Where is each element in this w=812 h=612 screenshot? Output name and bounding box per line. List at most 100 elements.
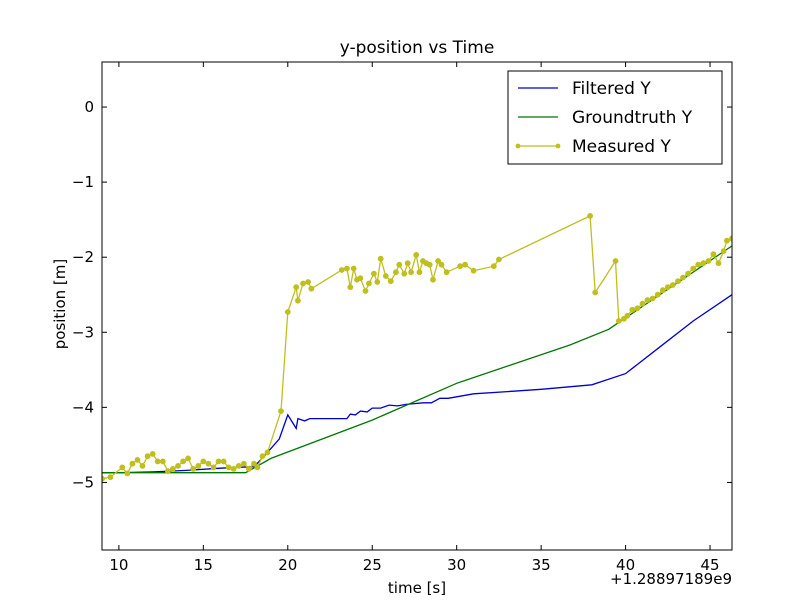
data-point bbox=[700, 260, 707, 267]
data-point bbox=[350, 265, 357, 272]
data-point bbox=[438, 261, 445, 268]
legend-marker bbox=[515, 143, 521, 149]
data-point bbox=[416, 269, 423, 276]
data-point bbox=[470, 267, 477, 274]
y-axis-label: position [m] bbox=[51, 259, 69, 350]
data-point bbox=[129, 460, 136, 467]
data-point bbox=[715, 260, 722, 267]
x-tick-label: 35 bbox=[532, 556, 551, 574]
axes-layer: 10 15 20 25 30 35 40 45 0 −1 −2 −3 −4 −5 bbox=[72, 61, 733, 574]
data-point bbox=[592, 289, 599, 296]
data-point bbox=[408, 269, 415, 276]
data-point bbox=[490, 263, 497, 270]
data-point bbox=[426, 261, 433, 268]
x-axis-label: time [s] bbox=[388, 579, 446, 597]
data-point bbox=[175, 463, 181, 469]
x-tick-label: 25 bbox=[363, 556, 382, 574]
data-point bbox=[649, 295, 656, 302]
data-point bbox=[374, 279, 381, 285]
data-point bbox=[308, 285, 315, 292]
data-point bbox=[338, 267, 345, 273]
data-point bbox=[664, 284, 671, 291]
legend-label: Groundtruth Y bbox=[572, 108, 693, 128]
data-point bbox=[724, 237, 730, 244]
data-point bbox=[293, 284, 300, 291]
data-point bbox=[382, 273, 389, 279]
data-point bbox=[612, 258, 619, 264]
legend-marker bbox=[555, 143, 561, 149]
series-1 bbox=[102, 245, 732, 474]
data-point bbox=[634, 305, 641, 312]
data-point bbox=[278, 408, 284, 415]
series-line-0 bbox=[102, 294, 732, 474]
series-0 bbox=[102, 294, 732, 474]
data-point bbox=[685, 270, 691, 277]
data-point bbox=[190, 466, 197, 472]
data-point bbox=[401, 270, 408, 277]
data-point bbox=[435, 258, 442, 264]
x-tick-label: 20 bbox=[278, 556, 297, 574]
data-point bbox=[587, 213, 593, 219]
data-point bbox=[215, 458, 222, 465]
data-point bbox=[430, 276, 436, 283]
data-point bbox=[615, 318, 622, 324]
data-point bbox=[675, 278, 681, 285]
data-point bbox=[705, 258, 712, 264]
data-point bbox=[235, 463, 242, 469]
data-point bbox=[629, 306, 636, 313]
data-point bbox=[377, 255, 384, 262]
data-point bbox=[639, 300, 646, 307]
data-point bbox=[624, 312, 631, 319]
data-point bbox=[230, 466, 237, 472]
data-point bbox=[264, 449, 271, 456]
x-offset-label: +1.28897189e9 bbox=[610, 570, 732, 588]
x-tick-label: 30 bbox=[447, 556, 466, 574]
data-point bbox=[366, 280, 372, 287]
data-point bbox=[404, 260, 411, 267]
data-point bbox=[149, 451, 156, 457]
data-point bbox=[396, 261, 403, 268]
data-point bbox=[347, 284, 354, 291]
legend: Filtered Y Groundtruth Y Measured Y bbox=[507, 70, 723, 165]
data-point bbox=[139, 463, 146, 469]
data-point bbox=[344, 265, 350, 272]
data-point bbox=[720, 248, 727, 255]
data-point bbox=[496, 256, 502, 263]
data-point bbox=[225, 464, 232, 471]
data-point bbox=[295, 297, 301, 304]
data-point bbox=[144, 453, 151, 460]
data-point bbox=[457, 263, 464, 270]
y-tick-label: −4 bbox=[72, 398, 94, 416]
data-point bbox=[659, 287, 666, 294]
data-point bbox=[462, 261, 469, 268]
data-point bbox=[220, 458, 227, 465]
data-point bbox=[413, 252, 420, 258]
data-point bbox=[300, 280, 306, 287]
data-point bbox=[670, 282, 676, 288]
data-point bbox=[284, 309, 291, 315]
data-point bbox=[644, 297, 651, 303]
y-tick-label: 0 bbox=[84, 98, 94, 116]
data-point bbox=[154, 458, 161, 465]
data-point bbox=[119, 464, 126, 471]
x-tick-label: 40 bbox=[616, 556, 635, 574]
data-point bbox=[680, 274, 686, 281]
chart-title: y-position vs Time bbox=[340, 38, 495, 58]
x-tick-label: 15 bbox=[194, 556, 213, 574]
data-point bbox=[246, 466, 252, 472]
data-point bbox=[259, 453, 266, 460]
data-point bbox=[393, 269, 399, 276]
data-point bbox=[387, 278, 394, 285]
data-point bbox=[251, 460, 257, 467]
y-tick-label: −2 bbox=[72, 248, 94, 266]
series-2 bbox=[102, 213, 732, 482]
data-point bbox=[165, 468, 171, 475]
data-point bbox=[357, 275, 364, 282]
data-point bbox=[362, 288, 369, 294]
data-point bbox=[159, 458, 166, 465]
y-tick-label: −3 bbox=[72, 323, 94, 341]
data-point bbox=[371, 270, 377, 277]
data-point bbox=[305, 279, 312, 285]
data-point bbox=[170, 466, 176, 472]
